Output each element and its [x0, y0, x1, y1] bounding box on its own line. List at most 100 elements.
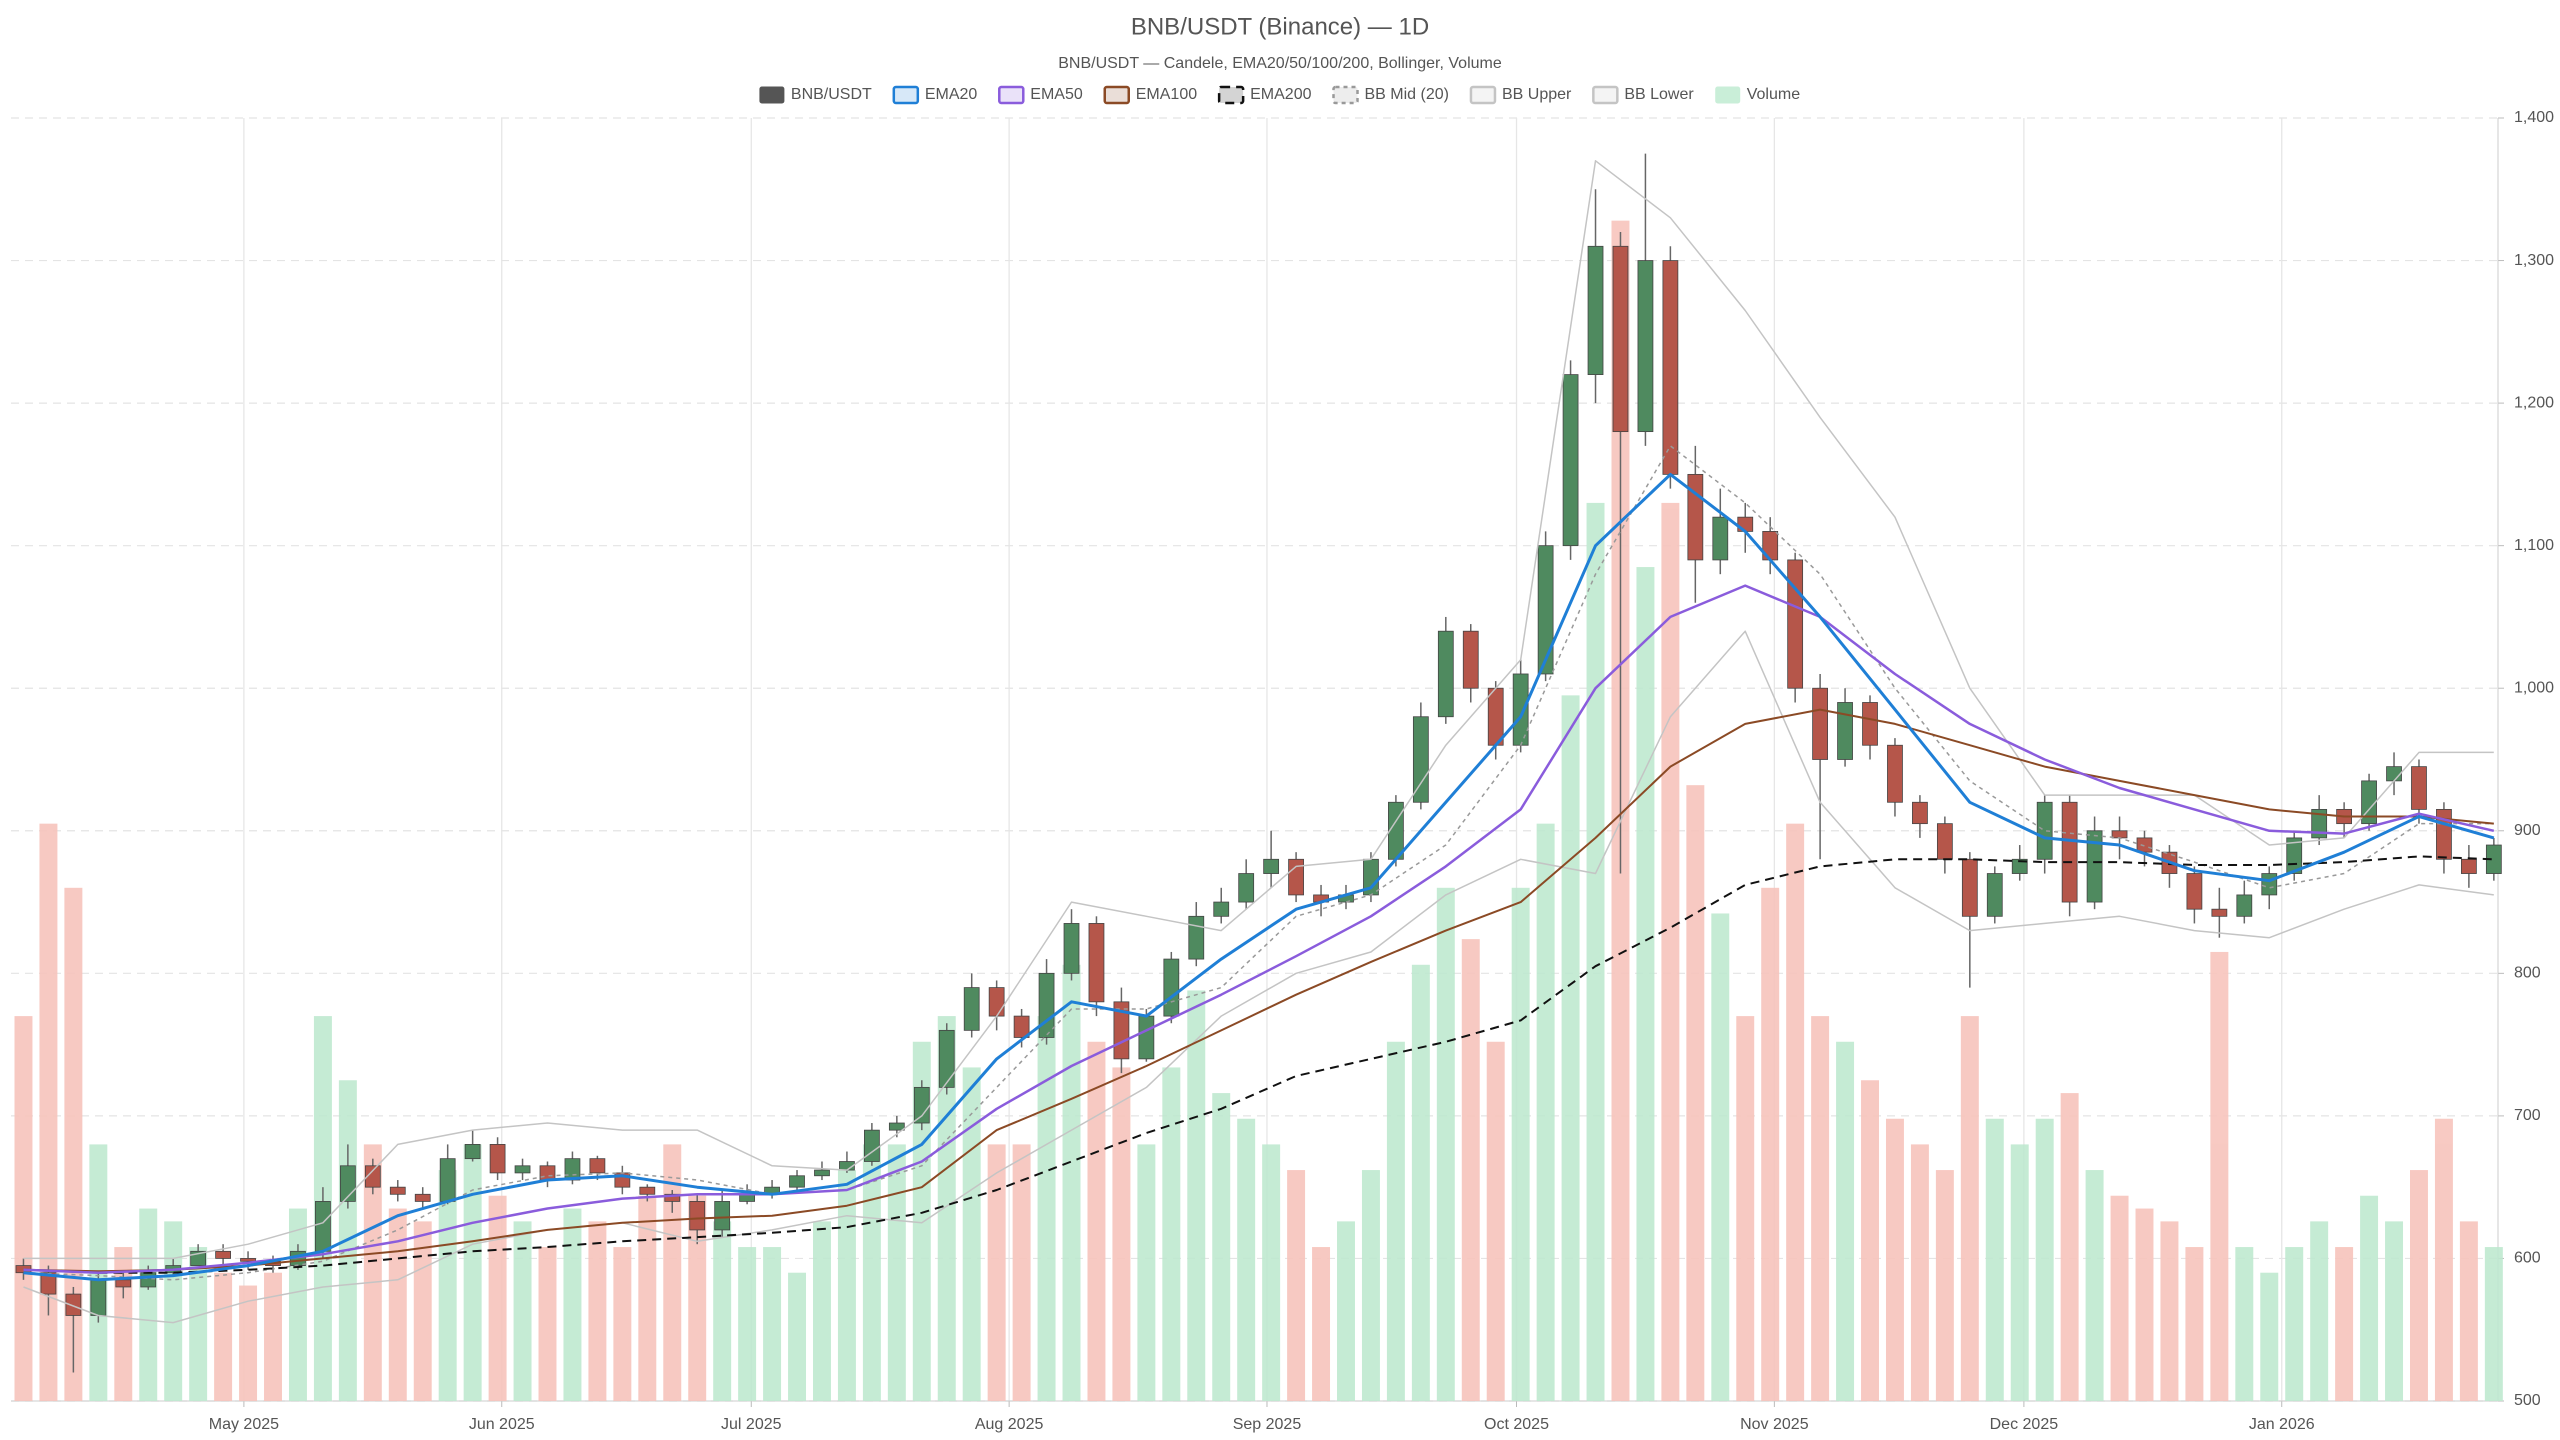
volume-bar: [538, 1247, 557, 1401]
candle-body: [2136, 837, 2153, 853]
y-tick-label: 900: [2514, 822, 2541, 839]
line-5: [23, 445, 2494, 1281]
volume-bar: [164, 1221, 183, 1401]
candle-body: [2436, 808, 2452, 860]
volume-bar: [1811, 1016, 1830, 1401]
candle-body: [315, 1201, 331, 1252]
candle-body: [1537, 545, 1554, 675]
volume-bar: [1087, 1041, 1106, 1401]
volume-bar: [1511, 887, 1530, 1401]
volume-bar: [2434, 1118, 2453, 1401]
y-tick-label: 1,100: [2514, 537, 2554, 554]
legend-label: BB Lower: [1624, 86, 1694, 103]
volume-bar: [288, 1208, 307, 1401]
candle-body: [1462, 630, 1479, 689]
y-tick-label: 600: [2514, 1250, 2541, 1267]
x-tick-label: Jan 2026: [2249, 1416, 2315, 1433]
volume-bar: [139, 1208, 158, 1401]
candle-body: [1512, 673, 1529, 746]
candle-body: [1038, 972, 1055, 1038]
chart-subtitle: BNB/USDT — Candele, EMA20/50/100/200, Bo…: [1058, 55, 1502, 72]
candle-body: [1687, 473, 1704, 561]
volume-bar: [1661, 502, 1680, 1401]
candle-body: [1213, 901, 1230, 917]
legend-label: BNB/USDT: [791, 86, 872, 103]
candle-body: [1787, 559, 1804, 689]
candle-body: [2211, 908, 2228, 917]
volume-bar: [1411, 964, 1430, 1401]
candle-body: [1238, 873, 1255, 903]
volume-bar: [1037, 1016, 1056, 1401]
volume-bar: [264, 1272, 282, 1401]
y-tick-label: 700: [2514, 1107, 2541, 1124]
volume-bar: [2085, 1170, 2104, 1401]
candle-body: [389, 1186, 406, 1195]
volume-bar: [1062, 964, 1081, 1401]
candle-body: [1812, 687, 1828, 760]
candle-body: [714, 1201, 731, 1231]
candle-body: [1986, 873, 2003, 917]
volume-bar: [2235, 1247, 2254, 1401]
legend-label: EMA100: [1136, 86, 1197, 103]
volume-bar: [1536, 823, 1555, 1401]
candle-body: [464, 1144, 481, 1160]
x-tick-label: Sep 2025: [1233, 1416, 1302, 1433]
volume-bar: [1237, 1118, 1256, 1401]
volume-bar: [2385, 1221, 2404, 1401]
candle-body: [90, 1279, 107, 1316]
volume-bar: [2010, 1144, 2029, 1401]
candle-body: [414, 1193, 431, 1202]
line-1: [23, 472, 2495, 1282]
volume-bar: [763, 1247, 782, 1401]
candle-body: [963, 987, 980, 1031]
grid: [11, 117, 2504, 1407]
candle-body: [1288, 858, 1304, 896]
volume-bar: [1287, 1170, 1306, 1401]
candle-body: [1562, 374, 1579, 547]
chart-title: BNB/USDT (Binance) — 1D: [1131, 13, 1429, 40]
volume-bar: [1112, 1067, 1131, 1401]
volume-bar: [1262, 1144, 1281, 1401]
volume-bar: [39, 823, 58, 1401]
candle-body: [2086, 830, 2103, 903]
candle-body: [589, 1158, 606, 1174]
candle-body: [2061, 801, 2078, 903]
volume-bar: [1761, 887, 1780, 1401]
volume-bar: [688, 1195, 707, 1401]
line-2: [23, 584, 2495, 1274]
candle-body: [988, 987, 1005, 1017]
legend-swatch: [1715, 86, 1741, 104]
candle-body: [1862, 702, 1878, 746]
volume-bar: [1711, 913, 1730, 1401]
volume-bar: [363, 1144, 382, 1401]
volume-bar: [2360, 1195, 2379, 1401]
volume-bar: [1636, 567, 1655, 1401]
y-tick-label: 800: [2514, 965, 2541, 982]
volume-bar: [613, 1247, 632, 1401]
volume-bar: [14, 1016, 33, 1401]
volume-bar: [2285, 1247, 2304, 1401]
candle-body: [1936, 823, 1953, 860]
volume-bar: [713, 1221, 732, 1401]
volume-bar: [1910, 1144, 1929, 1401]
volume-bar: [912, 1041, 931, 1401]
candle-body: [1088, 923, 1105, 1003]
legend-swatch: [759, 86, 785, 104]
legend-swatch: [892, 85, 920, 105]
volume-bar: [1686, 785, 1705, 1401]
candle-body: [2411, 766, 2427, 810]
candle-body: [115, 1279, 132, 1288]
volume-bar: [788, 1272, 807, 1401]
volume-bar: [2335, 1247, 2354, 1401]
volume-bar: [663, 1144, 682, 1401]
volume-bar: [388, 1208, 407, 1401]
candle-body: [1138, 1015, 1155, 1060]
candle-body: [2186, 873, 2203, 910]
legend-label: BB Upper: [1502, 86, 1572, 103]
volume-bar: [2210, 951, 2229, 1401]
x-tick-label: Jul 2025: [721, 1416, 782, 1433]
legend-swatch: [1592, 85, 1619, 105]
candle-body: [514, 1165, 531, 1174]
volume-bar: [1436, 887, 1455, 1401]
